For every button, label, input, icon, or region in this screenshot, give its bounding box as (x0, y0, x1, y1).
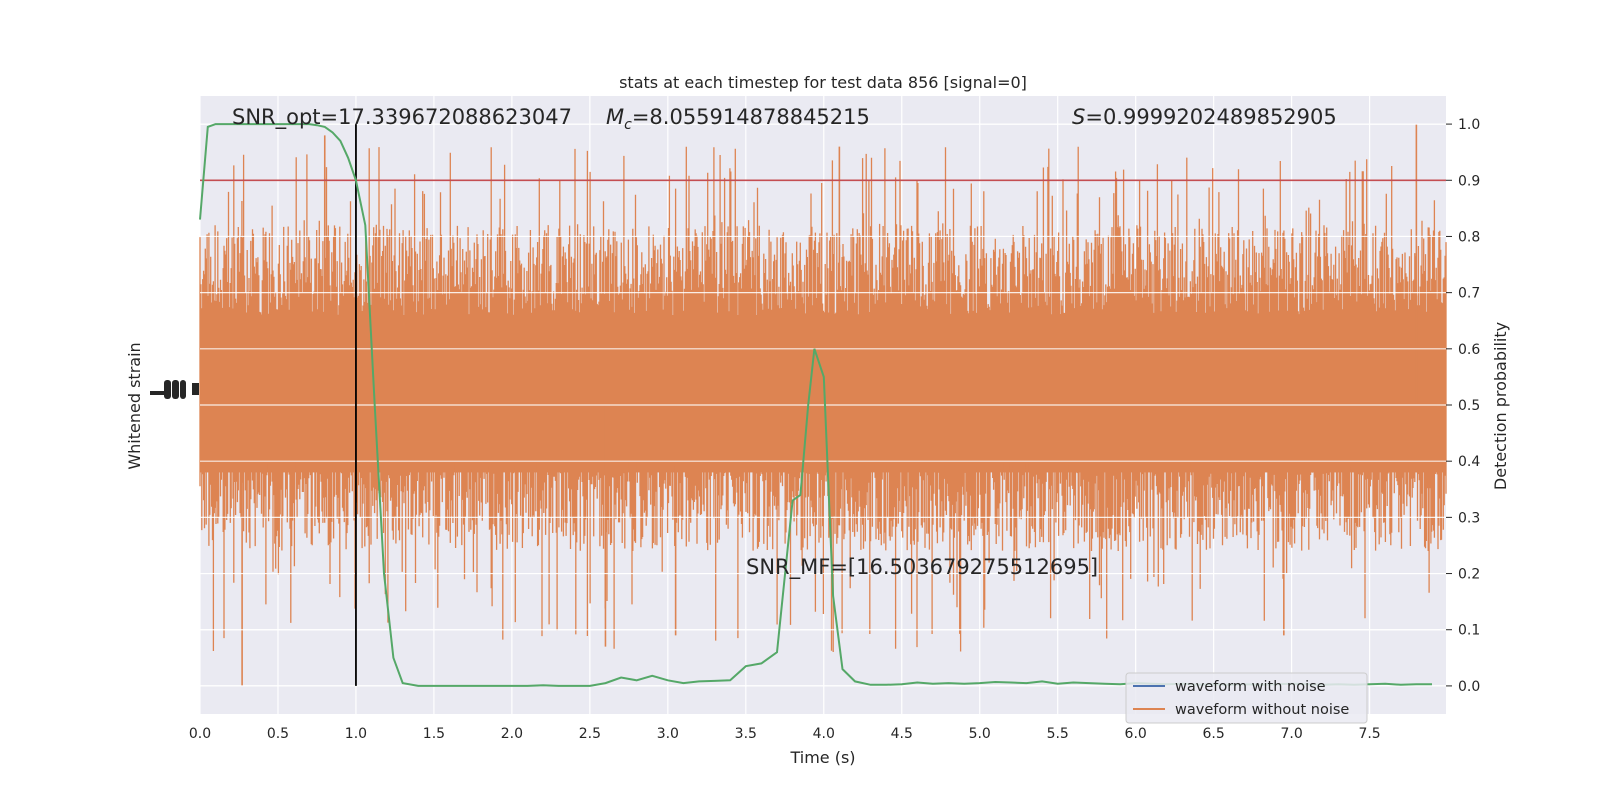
left-axis-tick-blob (150, 380, 199, 399)
legend-label-without-noise: waveform without noise (1175, 702, 1349, 718)
x-tick-label: 6.5 (1203, 726, 1225, 742)
x-tick-label: 7.5 (1358, 726, 1380, 742)
x-tick-label: 5.5 (1047, 726, 1069, 742)
chirp-mass-annotation: Mc=8.055914878845215 (606, 105, 870, 133)
chart-title: stats at each timestep for test data 856… (619, 73, 1027, 92)
strain-trace (199, 146, 1447, 652)
legend-label-with-noise: waveform with noise (1175, 679, 1326, 695)
x-axis-label: Time (s) (789, 748, 855, 767)
x-tick-label: 0.0 (189, 726, 211, 742)
y-tick-label: 0.0 (1458, 679, 1480, 695)
x-tick-label: 4.5 (891, 726, 913, 742)
y-tick-label: 0.6 (1458, 342, 1480, 358)
statistic-annotation: S=0.9999202489852905 (1072, 105, 1337, 129)
x-tick-label: 6.0 (1125, 726, 1147, 742)
y-tick-label: 0.3 (1458, 510, 1480, 526)
right-axis-label: Detection probability (1491, 322, 1510, 490)
snr-mf-annotation: SNR_MF=[16.503679275512695] (746, 555, 1098, 580)
x-tick-label: 3.0 (657, 726, 679, 742)
x-tick-labels: 0.0 0.5 1.0 1.5 2.0 2.5 3.0 3.5 4.0 4.5 5.0 5.5 6.0 6… (189, 726, 1381, 742)
y-tick-label: 0.2 (1458, 567, 1480, 583)
x-tick-label: 2.5 (579, 726, 601, 742)
legend-box (1125, 672, 1368, 724)
y-tick-label: 0.4 (1458, 454, 1480, 470)
x-tick-label: 1.5 (423, 726, 445, 742)
x-tick-label: 5.0 (969, 726, 991, 742)
x-tick-label: 3.5 (735, 726, 757, 742)
snr-opt-annotation: SNR_opt=17.339672088623047 (232, 105, 572, 130)
y-tick-labels: 0.0 0.1 0.2 0.3 0.4 0.5 0.6 0.7 0.8 0.9 1.0 (1446, 117, 1480, 695)
x-tick-label: 1.0 (345, 726, 367, 742)
y-tick-label: 0.9 (1458, 173, 1480, 189)
x-tick-label: 7.0 (1280, 726, 1302, 742)
y-tick-label: 0.8 (1458, 229, 1480, 245)
y-tick-label: 1.0 (1458, 117, 1480, 133)
y-tick-label: 0.7 (1458, 286, 1480, 302)
left-axis-label: Whitened strain (125, 342, 144, 469)
legend: waveform with noise waveform without noi… (1125, 672, 1368, 724)
x-tick-label: 0.5 (267, 726, 289, 742)
x-tick-label: 4.0 (813, 726, 835, 742)
y-tick-label: 0.1 (1458, 623, 1480, 639)
x-tick-label: 2.0 (501, 726, 523, 742)
y-tick-label: 0.5 (1458, 398, 1480, 414)
